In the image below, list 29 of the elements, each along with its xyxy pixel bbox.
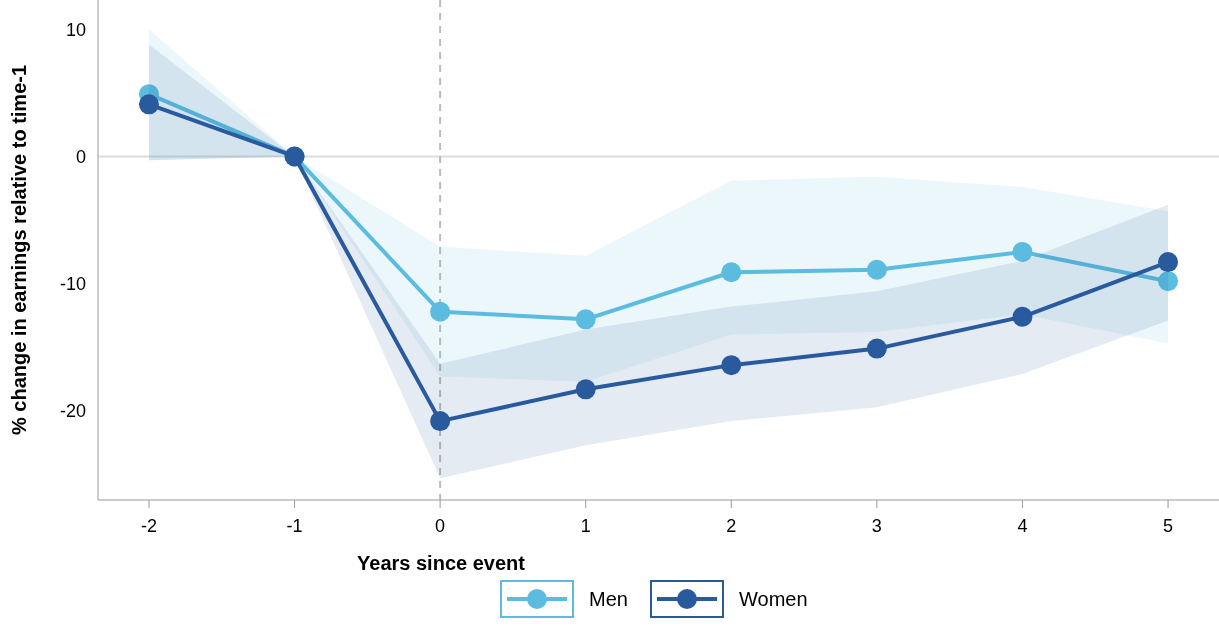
x-tick-label: 1 — [580, 516, 591, 536]
y-axis-title: % change in earnings relative to time-1 — [8, 64, 30, 436]
point — [866, 259, 887, 280]
legend-label: Men — [589, 588, 628, 610]
x-tick-label: -2 — [140, 516, 157, 536]
point — [866, 338, 887, 359]
point — [138, 94, 159, 115]
x-axis-title: Years since event — [357, 552, 526, 574]
point — [575, 379, 596, 400]
point — [1158, 252, 1179, 273]
y-tick-label: 10 — [65, 19, 86, 40]
x-tick-label: 0 — [435, 516, 446, 536]
point — [430, 411, 451, 432]
point — [721, 355, 742, 376]
x-tick-label: 3 — [871, 516, 882, 536]
point — [1158, 271, 1179, 292]
x-tick-label: 5 — [1163, 516, 1174, 536]
point — [721, 262, 742, 283]
y-tick-label: 0 — [75, 146, 86, 167]
x-tick-label: -1 — [286, 516, 303, 536]
legend-label: Women — [739, 588, 808, 610]
point — [575, 309, 596, 330]
y-tick-label: -10 — [59, 274, 86, 295]
y-tick-label: -20 — [59, 401, 86, 422]
point — [1012, 241, 1033, 262]
x-tick-label: 2 — [726, 516, 737, 536]
point — [1012, 306, 1033, 327]
point — [430, 301, 451, 322]
x-tick-label: 4 — [1017, 516, 1028, 536]
